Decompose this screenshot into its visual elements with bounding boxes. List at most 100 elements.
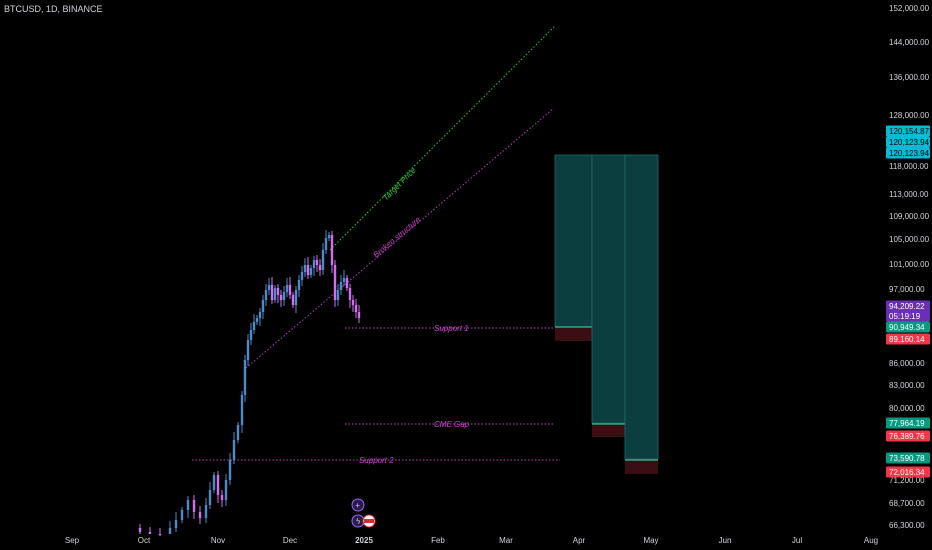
price-tag-background (886, 300, 930, 312)
candle-body (327, 235, 331, 238)
event-icons[interactable]: + ϟ (351, 498, 376, 528)
price-tag: 120,123.94 (886, 136, 930, 148)
symbol-title: BTCUSD, 1D, BINANCE (4, 4, 103, 14)
price-tag-background (886, 136, 930, 148)
price-tag-background (886, 333, 930, 345)
price-tag: 89,160.14 (886, 333, 930, 345)
broken-structure-label: Broken structure (372, 215, 423, 260)
price-tag-label: 76,389.76 (889, 432, 925, 441)
target-trendline[interactable] (329, 25, 556, 251)
price-tag-label: 77,964.19 (889, 419, 925, 428)
stop-zone-3[interactable] (625, 460, 658, 474)
support-1-label: Support 1 (434, 324, 469, 333)
long-position-zone-2[interactable] (591, 154, 626, 424)
candle-body (348, 288, 352, 300)
time-axis-label[interactable]: Oct (138, 536, 151, 545)
time-axis-label[interactable]: Apr (573, 536, 586, 545)
candle-body (336, 290, 340, 300)
stop-zone-2[interactable] (592, 424, 625, 437)
long-position-zone-1[interactable] (554, 154, 593, 328)
candle-body (297, 280, 301, 290)
price-axis[interactable] (884, 0, 932, 532)
candle-body (216, 475, 220, 495)
stop-zone-1[interactable] (555, 327, 592, 341)
time-axis-label[interactable]: 2025 (355, 536, 373, 545)
price-tag-background (886, 321, 930, 333)
candle-body (300, 272, 304, 280)
candle-body (232, 440, 236, 460)
position-zones[interactable] (554, 154, 659, 474)
price-tick-label: 66,300.00 (889, 521, 925, 530)
candle-body (174, 520, 178, 528)
price-tag-background (886, 466, 930, 478)
candle-body (198, 512, 202, 518)
candle-body (333, 265, 337, 300)
price-tick-label: 105,000.00 (889, 235, 930, 244)
price-tick-label: 113,000.00 (889, 190, 929, 199)
price-tag: 76,389.76 (886, 430, 930, 442)
time-axis-label[interactable]: Mar (499, 536, 513, 545)
price-tag-label: 05:19:19 (889, 312, 921, 321)
time-axis-label[interactable]: Aug (864, 536, 878, 545)
time-axis-label[interactable]: Jul (792, 536, 802, 545)
time-axis-label[interactable]: May (643, 536, 658, 545)
price-tick-label: 128,000.00 (889, 111, 930, 120)
candle-body (339, 282, 343, 290)
price-tag-background (886, 310, 930, 322)
price-tick-label: 136,000.00 (889, 73, 930, 82)
candle-body (303, 265, 307, 272)
price-tick-label: 86,000.00 (889, 359, 925, 368)
price-tag-label: 89,160.14 (889, 335, 925, 344)
price-tag-label: 120,123.94 (889, 138, 930, 147)
candle-body (204, 505, 208, 518)
candle-body (192, 500, 196, 512)
price-tag-background (886, 147, 930, 159)
price-tick-label: 101,000.00 (889, 260, 930, 269)
price-tag: 120,123.94 (886, 147, 930, 159)
candle-body (318, 265, 322, 270)
cme-gap-label: CME Gap (434, 420, 470, 429)
candle-body (351, 300, 355, 305)
candle-body (243, 360, 247, 395)
price-tick-label: 144,000.00 (889, 38, 930, 47)
price-tick-label: 80,000.00 (889, 404, 925, 413)
time-axis-label[interactable]: Dec (283, 536, 297, 545)
time-axis-label[interactable]: Nov (211, 536, 225, 545)
target-price-label: Target Price (381, 165, 418, 202)
price-axis-tags: 120,154.87 120,123.94 120,123.94 94,209.220… (886, 125, 930, 478)
price-tag-background (886, 452, 930, 464)
candle-body (158, 534, 162, 536)
candle-body (228, 460, 232, 480)
candle-body (148, 532, 152, 534)
candle-body (282, 292, 286, 300)
price-tag: 90,949.34 (886, 321, 930, 333)
candle-body (276, 288, 280, 295)
price-tick-label: 71,200.00 (889, 476, 925, 485)
broken-structure-trendline[interactable] (245, 108, 554, 369)
candle-body (354, 305, 358, 312)
candlestick-series[interactable] (138, 230, 361, 536)
price-tag-label: 120,123.94 (889, 149, 930, 158)
candle-body (138, 528, 142, 532)
candle-body (261, 300, 265, 312)
long-position-zone-3[interactable] (624, 154, 659, 460)
price-tag-label: 73,590.78 (889, 454, 925, 463)
candle-body (249, 330, 253, 340)
time-axis-label[interactable]: Feb (431, 536, 445, 545)
price-tag: 120,154.87 (886, 125, 930, 137)
time-axis-label[interactable]: Sep (65, 536, 80, 545)
time-axis-label[interactable]: Jun (719, 536, 732, 545)
candle-body (252, 322, 256, 330)
plus-event-icon-glyph: + (355, 501, 360, 510)
price-tick-label: 109,000.00 (889, 212, 930, 221)
price-tag-background (886, 417, 930, 429)
plus-event-icon[interactable] (351, 498, 365, 512)
price-tag-background (886, 430, 930, 442)
price-tag-label: 90,949.34 (889, 323, 925, 332)
candle-body (180, 510, 184, 520)
candle-body (294, 290, 298, 305)
price-tag: 72,016.34 (886, 466, 930, 478)
candle-body (212, 475, 216, 490)
time-axis[interactable]: Sep Oct Nov Dec 2025 Feb Mar Apr May Jun Jul Aug (65, 536, 878, 545)
